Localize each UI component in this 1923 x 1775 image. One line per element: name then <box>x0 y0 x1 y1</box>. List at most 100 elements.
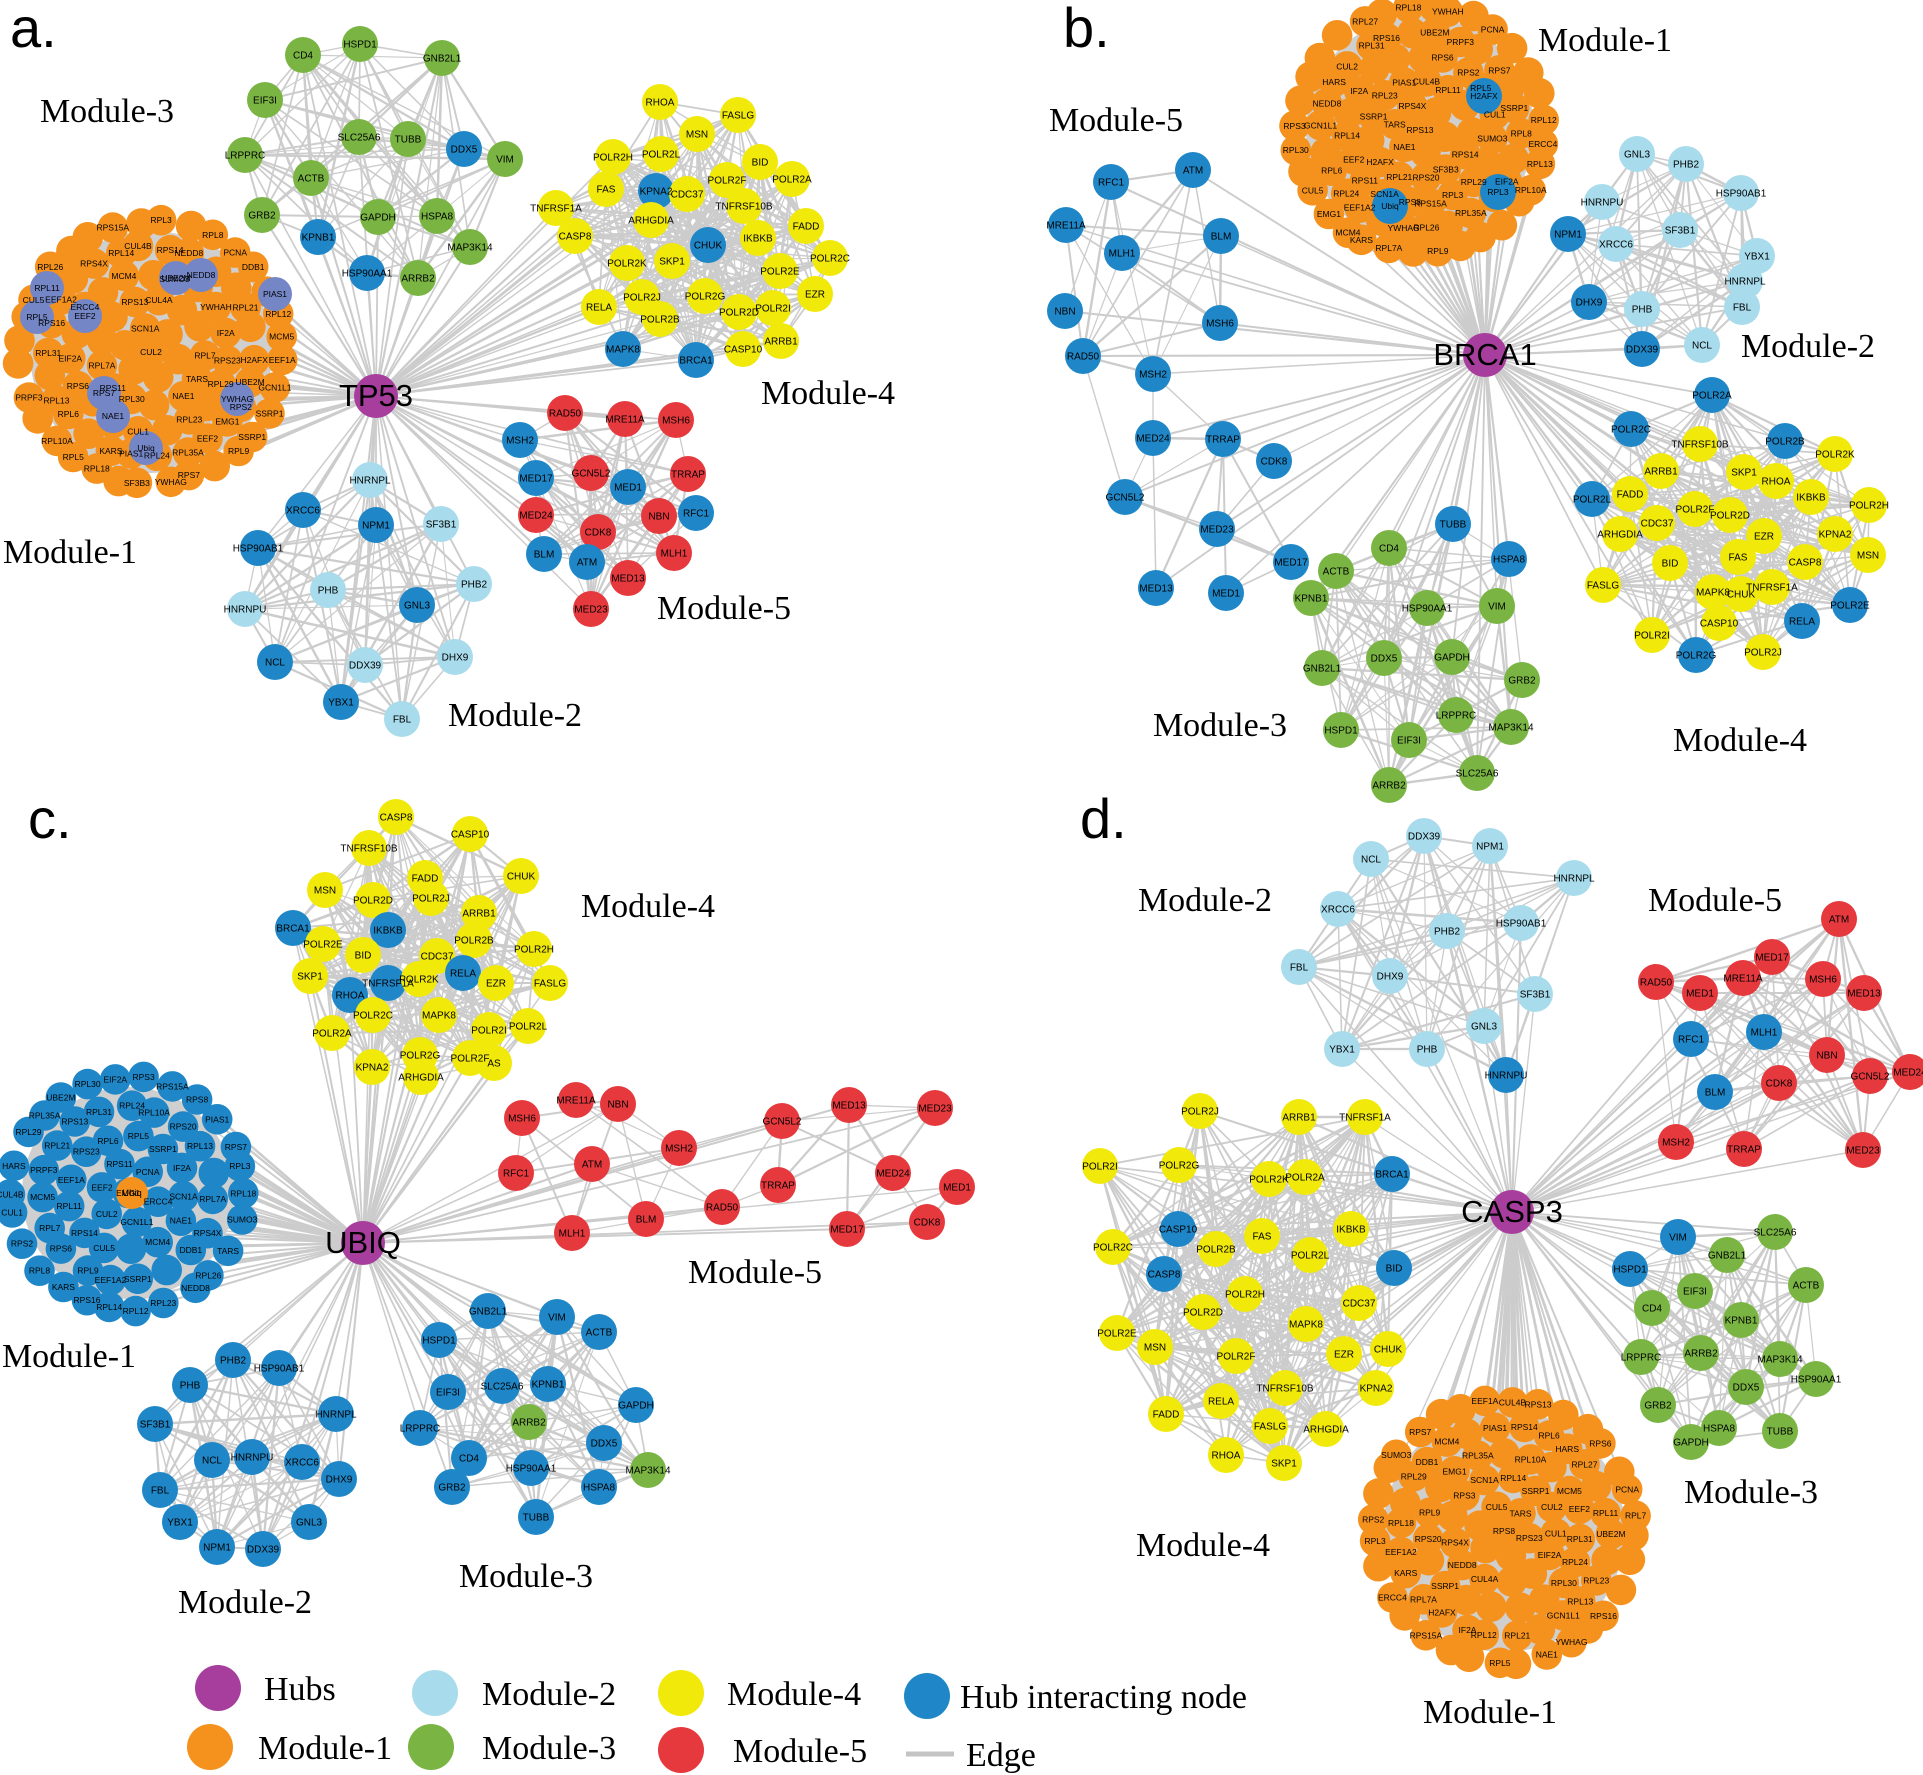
svg-text:CASP8: CASP8 <box>380 813 413 824</box>
svg-text:CUL4B: CUL4B <box>1499 1397 1527 1407</box>
svg-text:EIF3I: EIF3I <box>1683 1287 1707 1298</box>
svg-text:RPL35A: RPL35A <box>1462 1451 1494 1461</box>
svg-text:RPL18: RPL18 <box>1388 1518 1414 1528</box>
svg-text:DDB1: DDB1 <box>1416 1457 1439 1467</box>
svg-text:EEF1A: EEF1A <box>269 355 296 365</box>
svg-text:TNFRSF10B: TNFRSF10B <box>1671 440 1729 451</box>
svg-text:Module-4: Module-4 <box>761 375 895 412</box>
svg-text:KARS: KARS <box>52 1282 75 1292</box>
svg-text:HARS: HARS <box>1555 1444 1579 1454</box>
svg-text:PRPF3: PRPF3 <box>1447 37 1475 47</box>
svg-text:Module-1: Module-1 <box>3 534 137 571</box>
svg-text:RPL11: RPL11 <box>34 283 60 293</box>
svg-text:MSH6: MSH6 <box>1206 319 1234 330</box>
svg-text:CDC37: CDC37 <box>1343 1299 1376 1310</box>
svg-text:RPL24: RPL24 <box>1562 1557 1588 1567</box>
svg-text:Module-4: Module-4 <box>581 888 715 925</box>
svg-text:RPL30: RPL30 <box>119 394 145 404</box>
svg-text:POLR2D: POLR2D <box>353 896 393 907</box>
svg-text:DDX39: DDX39 <box>1408 832 1441 843</box>
svg-text:LRPPRC: LRPPRC <box>225 151 266 162</box>
svg-text:RPS7: RPS7 <box>1409 1427 1431 1437</box>
svg-text:RPL8: RPL8 <box>1511 128 1533 138</box>
svg-text:EZR: EZR <box>1754 532 1774 543</box>
svg-text:TARS: TARS <box>186 374 208 384</box>
svg-text:RPS14: RPS14 <box>157 245 184 255</box>
svg-text:CDC37: CDC37 <box>421 952 454 963</box>
svg-text:NPM1: NPM1 <box>1476 842 1504 853</box>
svg-text:POLR2J: POLR2J <box>1744 648 1782 659</box>
svg-text:H2AFX: H2AFX <box>240 355 268 365</box>
svg-text:SF3B3: SF3B3 <box>124 478 150 488</box>
svg-text:RPL14: RPL14 <box>108 248 134 258</box>
svg-text:DHX9: DHX9 <box>442 653 469 664</box>
svg-text:RPL5: RPL5 <box>128 1131 150 1141</box>
svg-text:POLR2E: POLR2E <box>760 267 800 278</box>
svg-text:H2AFX: H2AFX <box>1428 1607 1456 1617</box>
svg-text:RHOA: RHOA <box>1212 1451 1241 1462</box>
svg-text:POLR2K: POLR2K <box>1249 1175 1289 1186</box>
svg-text:MRE11A: MRE11A <box>605 415 645 426</box>
svg-text:PIAS1: PIAS1 <box>1392 78 1416 88</box>
svg-text:RPS20: RPS20 <box>1415 1534 1442 1544</box>
svg-text:SLC25A6: SLC25A6 <box>1754 1228 1797 1239</box>
svg-text:HNRNPL: HNRNPL <box>349 476 391 487</box>
svg-text:a.: a. <box>10 0 57 59</box>
svg-text:HSP90AA1: HSP90AA1 <box>1402 604 1453 615</box>
svg-text:RPL29: RPL29 <box>208 379 234 389</box>
svg-text:CD4: CD4 <box>1642 1304 1662 1315</box>
svg-text:CHUK: CHUK <box>694 241 723 252</box>
svg-text:BID: BID <box>1386 1264 1403 1275</box>
svg-text:CUL4B: CUL4B <box>1413 77 1441 87</box>
svg-text:GAPDH: GAPDH <box>360 213 396 224</box>
svg-text:EIF2A: EIF2A <box>58 354 82 364</box>
svg-text:FAS: FAS <box>1253 1232 1272 1243</box>
svg-text:CUL1: CUL1 <box>1484 109 1506 119</box>
svg-text:NEDD8: NEDD8 <box>181 1283 210 1293</box>
svg-text:GAPDH: GAPDH <box>1434 653 1470 664</box>
svg-text:RPS15A: RPS15A <box>156 1081 189 1091</box>
svg-text:RPL6: RPL6 <box>97 1136 119 1146</box>
svg-text:NCL: NCL <box>202 1456 222 1467</box>
svg-text:CUL1: CUL1 <box>1545 1528 1567 1538</box>
svg-text:RAD50: RAD50 <box>1067 352 1100 363</box>
svg-text:PRPF3: PRPF3 <box>30 1165 58 1175</box>
svg-text:POLR2L: POLR2L <box>1573 495 1612 506</box>
svg-text:RPL35A: RPL35A <box>172 448 204 458</box>
svg-text:RPL23: RPL23 <box>1372 90 1398 100</box>
svg-text:MSH2: MSH2 <box>665 1144 693 1155</box>
svg-text:RPL13: RPL13 <box>1527 159 1553 169</box>
svg-text:H2AFX: H2AFX <box>1366 157 1394 167</box>
svg-text:HARS: HARS <box>2 1161 26 1171</box>
svg-text:c.: c. <box>28 787 72 850</box>
svg-text:CD4: CD4 <box>1379 544 1399 555</box>
svg-text:RPS4X: RPS4X <box>1441 1538 1469 1548</box>
svg-text:POLR2G: POLR2G <box>1676 651 1717 662</box>
svg-text:IKBKB: IKBKB <box>1336 1225 1366 1236</box>
svg-text:CUL5: CUL5 <box>93 1243 115 1253</box>
svg-text:HSPD1: HSPD1 <box>1324 726 1358 737</box>
svg-text:VIM: VIM <box>1488 602 1506 613</box>
svg-text:VIM: VIM <box>548 1313 566 1324</box>
svg-text:PIAS1: PIAS1 <box>119 448 143 458</box>
svg-text:Hubs: Hubs <box>264 1671 336 1708</box>
svg-text:UBIQ: UBIQ <box>325 1225 401 1260</box>
svg-text:BID: BID <box>752 158 769 169</box>
svg-text:RPS13: RPS13 <box>1407 125 1434 135</box>
svg-text:IF2A: IF2A <box>173 1163 191 1173</box>
svg-text:RPS7: RPS7 <box>93 388 115 398</box>
svg-text:RPL30: RPL30 <box>75 1079 101 1089</box>
svg-text:ARRB2: ARRB2 <box>1684 1349 1718 1360</box>
svg-text:TARS: TARS <box>1509 1508 1531 1518</box>
svg-text:PIAS1: PIAS1 <box>205 1114 229 1124</box>
svg-text:TUBB: TUBB <box>1440 520 1467 531</box>
svg-text:POLR2F: POLR2F <box>1676 505 1715 516</box>
svg-text:d.: d. <box>1080 787 1127 850</box>
svg-text:PCNA: PCNA <box>223 248 247 258</box>
svg-text:MCM5: MCM5 <box>30 1192 55 1202</box>
svg-text:MED13: MED13 <box>832 1101 866 1112</box>
svg-text:RPL31: RPL31 <box>35 348 61 358</box>
svg-text:BRCA1: BRCA1 <box>276 924 310 935</box>
svg-text:ARRB1: ARRB1 <box>764 337 798 348</box>
svg-text:SCN1A: SCN1A <box>1370 189 1399 199</box>
